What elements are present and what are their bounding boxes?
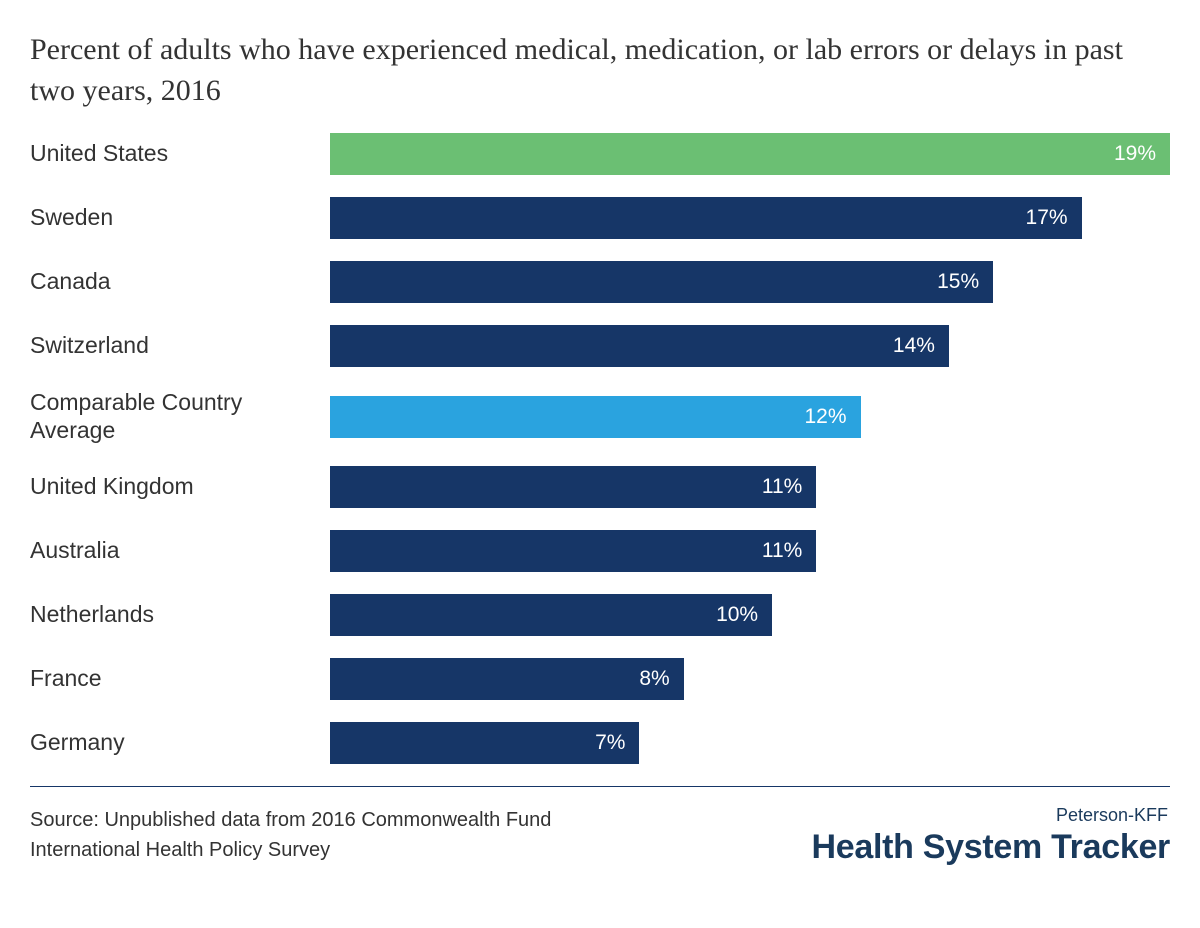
bar-track: 11% [330,466,1170,508]
bar-track: 19% [330,133,1170,175]
bar-fill: 17% [330,197,1082,239]
bar-label: Comparable Country Average [30,389,330,444]
bar-value: 11% [762,475,802,499]
chart-footer: Source: Unpublished data from 2016 Commo… [30,805,1170,867]
bar-value: 7% [595,731,625,755]
bar-label: United States [30,140,330,168]
logo-top-text: Peterson-KFF [812,805,1170,826]
bar-fill: 12% [330,396,861,438]
bar-row: Comparable Country Average 12% [30,389,1170,444]
bar-track: 14% [330,325,1170,367]
bar-label: Switzerland [30,332,330,360]
bar-row: Germany 7% [30,722,1170,764]
bar-value: 8% [639,667,669,691]
bar-fill: 15% [330,261,993,303]
bar-value: 19% [1114,142,1156,166]
bar-label: Sweden [30,204,330,232]
bar-label: Netherlands [30,601,330,629]
bar-label: France [30,665,330,693]
bar-row: Switzerland 14% [30,325,1170,367]
bar-value: 10% [716,603,758,627]
bar-chart: United States 19% Sweden 17% Canada 15% Switze… [30,133,1170,764]
bar-track: 11% [330,530,1170,572]
bar-label: United Kingdom [30,473,330,501]
bar-track: 10% [330,594,1170,636]
bar-fill: 11% [330,466,816,508]
footer-divider [30,786,1170,787]
bar-value: 12% [804,405,846,429]
bar-row: Sweden 17% [30,197,1170,239]
bar-fill: 11% [330,530,816,572]
bar-fill: 8% [330,658,684,700]
logo-bottom-text: Health System Tracker [812,828,1170,867]
bar-track: 8% [330,658,1170,700]
bar-row: United States 19% [30,133,1170,175]
bar-row: Netherlands 10% [30,594,1170,636]
bar-track: 12% [330,396,1170,438]
bar-value: 15% [937,270,979,294]
source-text: Source: Unpublished data from 2016 Commo… [30,805,590,865]
bar-row: United Kingdom 11% [30,466,1170,508]
bar-track: 7% [330,722,1170,764]
bar-row: France 8% [30,658,1170,700]
bar-label: Australia [30,537,330,565]
bar-track: 17% [330,197,1170,239]
bar-row: Canada 15% [30,261,1170,303]
bar-value: 17% [1026,206,1068,230]
bar-value: 14% [893,334,935,358]
bar-label: Canada [30,268,330,296]
bar-fill: 14% [330,325,949,367]
bar-track: 15% [330,261,1170,303]
bar-fill: 19% [330,133,1170,175]
bar-fill: 10% [330,594,772,636]
logo: Peterson-KFF Health System Tracker [812,805,1170,867]
bar-value: 11% [762,539,802,563]
chart-title: Percent of adults who have experienced m… [30,30,1170,111]
bar-fill: 7% [330,722,639,764]
bar-label: Germany [30,729,330,757]
bar-row: Australia 11% [30,530,1170,572]
